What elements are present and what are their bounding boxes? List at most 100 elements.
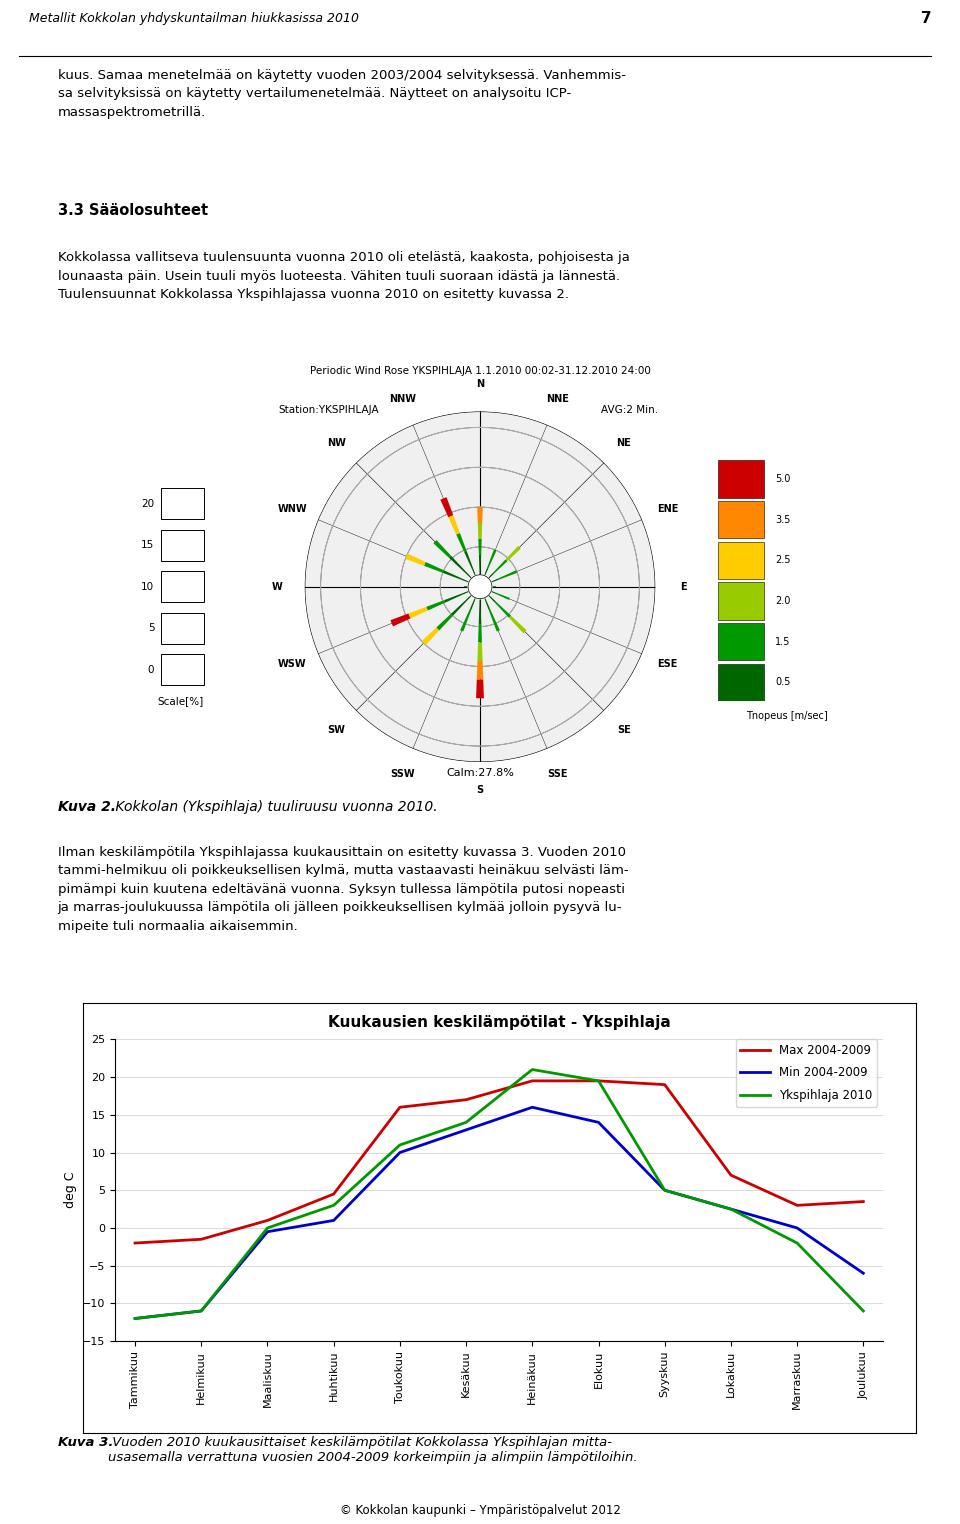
Bar xyxy=(160,613,204,643)
Text: 20: 20 xyxy=(141,498,155,509)
Text: 7: 7 xyxy=(921,11,931,26)
Polygon shape xyxy=(480,579,498,587)
Bar xyxy=(160,572,204,602)
Text: SSW: SSW xyxy=(390,770,415,779)
Text: Kuva 2.: Kuva 2. xyxy=(58,800,115,814)
Ykspihlaja 2010 xyxy=(461,1113,472,1131)
Polygon shape xyxy=(479,572,481,587)
Text: 10: 10 xyxy=(141,582,155,591)
Text: ESE: ESE xyxy=(658,660,678,669)
Polygon shape xyxy=(426,600,445,611)
Max 2004-2009 xyxy=(659,1076,670,1094)
Max 2004-2009 xyxy=(130,1234,141,1253)
Min 2004-2009 xyxy=(592,1113,604,1131)
Text: 5: 5 xyxy=(148,623,155,632)
Polygon shape xyxy=(477,661,483,680)
Bar xyxy=(160,654,204,686)
Min 2004-2009 xyxy=(262,1222,274,1241)
Bar xyxy=(718,582,764,620)
Text: 3.5: 3.5 xyxy=(775,515,790,524)
Polygon shape xyxy=(391,614,411,626)
Bar xyxy=(718,663,764,701)
Text: Kokkolassa vallitseva tuulensuunta vuonna 2010 oli etelästä, kaakosta, pohjoises: Kokkolassa vallitseva tuulensuunta vuonn… xyxy=(58,251,630,302)
Text: © Kokkolan kaupunki – Ympäristöpalvelut 2012: © Kokkolan kaupunki – Ympäristöpalvelut … xyxy=(340,1504,620,1516)
Ykspihlaja 2010 xyxy=(262,1219,274,1237)
Text: E: E xyxy=(680,582,686,591)
Ykspihlaja 2010 xyxy=(791,1234,803,1253)
Polygon shape xyxy=(480,587,490,610)
Polygon shape xyxy=(424,562,444,573)
Max 2004-2009 xyxy=(395,1099,406,1117)
Max 2004-2009 xyxy=(328,1184,340,1202)
Polygon shape xyxy=(441,497,453,517)
Ykspihlaja 2010 xyxy=(659,1181,670,1199)
Text: 2.0: 2.0 xyxy=(775,596,790,607)
Min 2004-2009 xyxy=(791,1219,803,1237)
Polygon shape xyxy=(462,579,480,587)
Text: NW: NW xyxy=(327,437,346,448)
Polygon shape xyxy=(466,587,480,602)
Bar xyxy=(718,460,764,498)
Polygon shape xyxy=(451,600,467,616)
Text: NNW: NNW xyxy=(389,395,416,404)
Text: Scale[%]: Scale[%] xyxy=(157,696,204,706)
Polygon shape xyxy=(480,587,495,602)
Text: Kuukausien keskilämpötilat - Ykspihlaja: Kuukausien keskilämpötilat - Ykspihlaja xyxy=(327,1015,671,1030)
Min 2004-2009 xyxy=(130,1309,141,1327)
Text: S: S xyxy=(476,785,484,796)
Line: Max 2004-2009: Max 2004-2009 xyxy=(135,1081,863,1244)
Polygon shape xyxy=(465,572,480,587)
Polygon shape xyxy=(480,573,493,587)
Polygon shape xyxy=(480,587,495,593)
Bar xyxy=(718,541,764,579)
Text: WNW: WNW xyxy=(277,504,307,514)
Text: WSW: WSW xyxy=(278,660,306,669)
Polygon shape xyxy=(468,575,492,599)
Text: NNE: NNE xyxy=(546,395,569,404)
Max 2004-2009 xyxy=(526,1071,538,1090)
Max 2004-2009 xyxy=(592,1071,604,1090)
Polygon shape xyxy=(421,628,440,645)
Polygon shape xyxy=(505,546,520,561)
Ykspihlaja 2010 xyxy=(725,1199,736,1218)
Polygon shape xyxy=(480,568,489,587)
Ykspihlaja 2010 xyxy=(395,1135,406,1154)
Polygon shape xyxy=(476,680,484,698)
Text: SW: SW xyxy=(327,725,346,736)
Text: kuus. Samaa menetelmää on käytetty vuoden 2003/2004 selvityksessä. Vanhemmis-
sa: kuus. Samaa menetelmää on käytetty vuode… xyxy=(58,69,626,119)
Line: Ykspihlaja 2010: Ykspihlaja 2010 xyxy=(135,1070,863,1318)
Min 2004-2009 xyxy=(196,1301,207,1320)
Max 2004-2009 xyxy=(262,1212,274,1230)
Text: 0.5: 0.5 xyxy=(775,677,790,687)
Polygon shape xyxy=(405,553,425,565)
Polygon shape xyxy=(443,570,462,579)
Text: 0: 0 xyxy=(148,664,155,675)
Text: Calm:27.8%: Calm:27.8% xyxy=(446,768,514,777)
Polygon shape xyxy=(433,539,451,558)
Ykspihlaja 2010 xyxy=(857,1301,869,1320)
Polygon shape xyxy=(494,593,510,600)
Text: Tnopeus [m/sec]: Tnopeus [m/sec] xyxy=(746,710,828,721)
Text: Kuva 3.: Kuva 3. xyxy=(58,1436,113,1449)
Min 2004-2009 xyxy=(725,1199,736,1218)
Polygon shape xyxy=(444,593,463,602)
Polygon shape xyxy=(472,568,480,587)
Ykspihlaja 2010 xyxy=(526,1061,538,1079)
Polygon shape xyxy=(436,614,453,631)
Polygon shape xyxy=(494,602,511,617)
Line: Min 2004-2009: Min 2004-2009 xyxy=(135,1108,863,1318)
Text: W: W xyxy=(272,582,282,591)
Max 2004-2009 xyxy=(791,1196,803,1215)
Polygon shape xyxy=(470,587,480,610)
Polygon shape xyxy=(487,550,496,568)
Y-axis label: deg C: deg C xyxy=(63,1172,77,1209)
Polygon shape xyxy=(462,587,480,594)
Text: Station:YKSPIHLAJA: Station:YKSPIHLAJA xyxy=(278,405,379,415)
Text: Kokkolan (Ykspihlaja) tuuliruusu vuonna 2010.: Kokkolan (Ykspihlaja) tuuliruusu vuonna … xyxy=(110,800,438,814)
Ykspihlaja 2010 xyxy=(196,1301,207,1320)
Polygon shape xyxy=(478,523,482,539)
Polygon shape xyxy=(498,570,517,579)
Text: Vuoden 2010 kuukausittaiset keskilämpötilat Kokkolassa Ykspihlajan mitta-
usasem: Vuoden 2010 kuukausittaiset keskilämpöti… xyxy=(108,1436,637,1463)
Text: Metallit Kokkolan yhdyskuntailman hiukkasissa 2010: Metallit Kokkolan yhdyskuntailman hiukka… xyxy=(29,12,359,24)
Text: 5.0: 5.0 xyxy=(775,474,790,485)
